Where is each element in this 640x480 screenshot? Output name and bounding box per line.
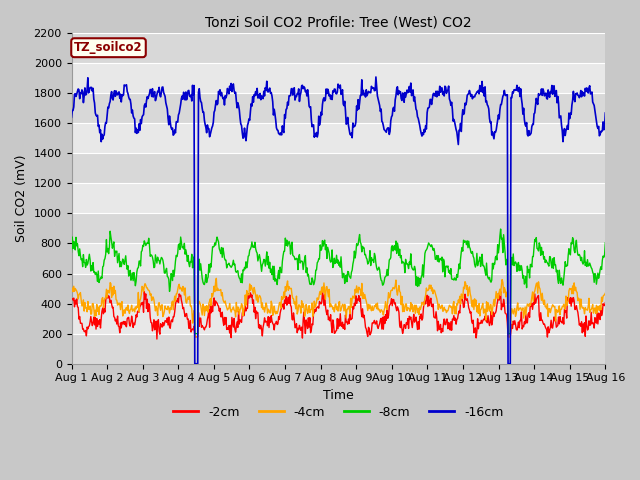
Bar (72, 123, 605, 153)
Y-axis label: Soil CO2 (mV): Soil CO2 (mV) (15, 155, 28, 242)
Bar (72, 303, 605, 334)
Legend: -2cm, -4cm, -8cm, -16cm: -2cm, -4cm, -8cm, -16cm (168, 401, 509, 424)
Title: Tonzi Soil CO2 Profile: Tree (West) CO2: Tonzi Soil CO2 Profile: Tree (West) CO2 (205, 15, 472, 29)
Bar (72, 153, 605, 183)
Bar (72, 63, 605, 93)
Bar (72, 183, 605, 214)
Bar (72, 214, 605, 243)
Text: TZ_soilco2: TZ_soilco2 (74, 41, 143, 54)
Bar (72, 33, 605, 63)
Bar (72, 243, 605, 274)
X-axis label: Time: Time (323, 389, 354, 402)
Bar (72, 334, 605, 364)
Bar (72, 274, 605, 303)
Bar (72, 93, 605, 123)
